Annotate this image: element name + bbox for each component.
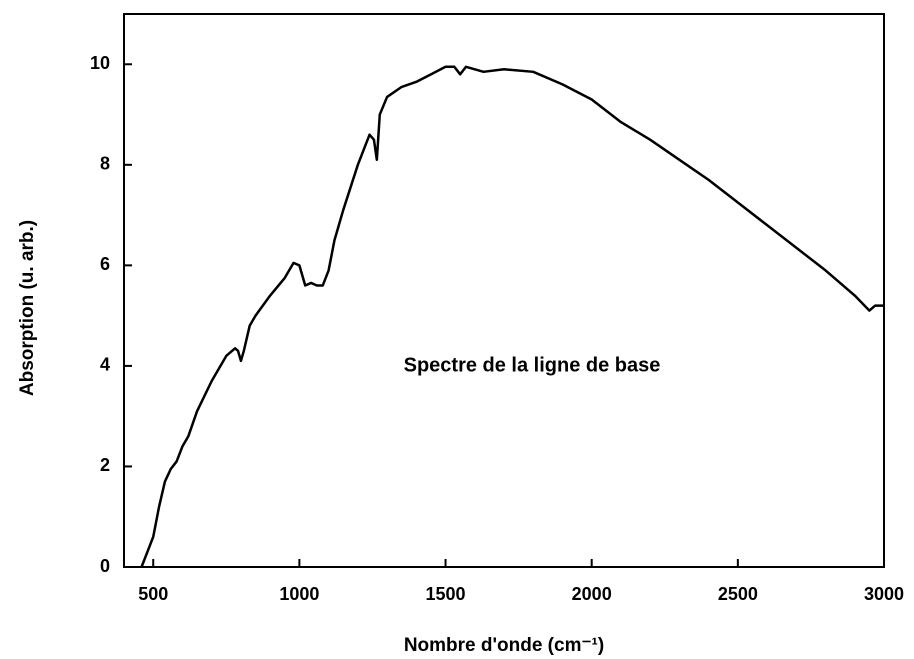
y-tick-label: 4 — [100, 355, 110, 375]
y-axis-label: Absorption (u. arb.) — [17, 220, 38, 396]
x-tick-label: 500 — [138, 584, 168, 604]
annotation: Spectre de la ligne de base — [404, 354, 661, 376]
x-tick-label: 1000 — [279, 584, 319, 604]
x-tick-label: 2500 — [718, 584, 758, 604]
spectrum-line — [140, 65, 884, 568]
y-tick-label: 10 — [90, 53, 110, 73]
x-axis-label: Nombre d'onde (cm⁻¹) — [404, 635, 604, 656]
y-tick-label: 2 — [100, 455, 110, 475]
y-tick-label: 8 — [100, 154, 110, 174]
x-tick-label: 3000 — [864, 584, 904, 604]
y-tick-label: 6 — [100, 254, 110, 274]
plot-frame — [123, 13, 885, 568]
x-tick-label: 1500 — [426, 584, 466, 604]
x-tick-label: 2000 — [572, 584, 612, 604]
y-tick-label: 0 — [100, 556, 110, 576]
